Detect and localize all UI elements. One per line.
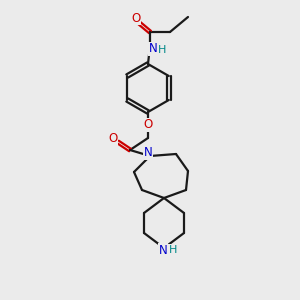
Text: O: O (131, 11, 141, 25)
Text: H: H (158, 45, 166, 55)
Text: O: O (143, 118, 153, 131)
Text: O: O (108, 133, 118, 146)
Text: N: N (144, 146, 152, 160)
Text: N: N (159, 244, 167, 256)
Text: N: N (148, 43, 158, 56)
Text: H: H (169, 245, 177, 255)
